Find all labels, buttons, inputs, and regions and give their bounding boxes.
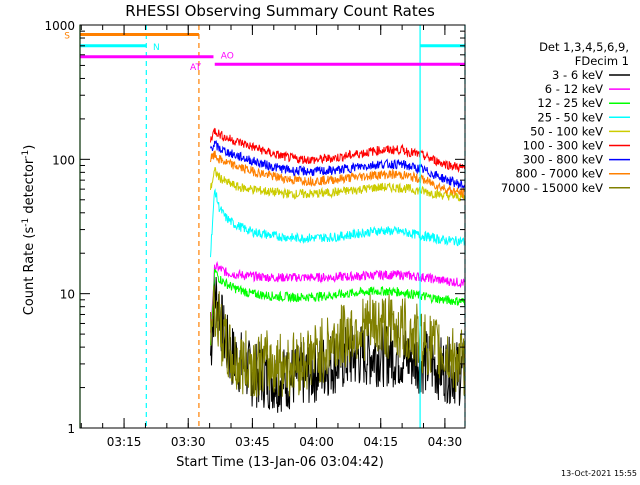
legend-label-0: 3 - 6 keV [552, 68, 603, 82]
series-line-2 [210, 268, 466, 346]
x-tick-label-4: 04:15 [363, 435, 398, 449]
svg-text:Count Rate (s-1 detector-1): Count Rate (s-1 detector-1) [21, 145, 37, 316]
legend-label-7: 800 - 7000 keV [515, 167, 603, 181]
series-line-7 [210, 150, 466, 200]
legend-label-3: 25 - 50 keV [537, 110, 603, 124]
series-line-8 [210, 285, 466, 398]
flag-label-0: S [64, 31, 70, 41]
timestamp: 13-Oct-2021 15:55 [561, 469, 637, 478]
legend-header-2: FDecim 1 [575, 54, 629, 68]
y-label-suffix: ) [22, 145, 37, 150]
x-tick-label-5: 04:30 [428, 435, 463, 449]
x-tick-label-3: 04:00 [299, 435, 334, 449]
chart-title: RHESSI Observing Summary Count Rates [125, 2, 435, 20]
series-line-1 [210, 261, 466, 333]
series-line-4 [210, 166, 466, 202]
y-axis-label: Count Rate (s-1 detector-1) [21, 145, 37, 316]
flag-label-4: AO [221, 51, 234, 61]
x-tick-label-1: 03:30 [171, 435, 206, 449]
y-tick-label-3: 1000 [44, 19, 75, 33]
legend-label-5: 100 - 300 keV [523, 139, 603, 153]
legend-header-1: Det 1,3,4,5,6,9, [539, 40, 629, 54]
y-label-mid: detector [22, 158, 37, 218]
x-axis-label: Start Time (13-Jan-06 03:04:42) [176, 455, 384, 470]
y-label-prefix: Count Rate (s [22, 227, 37, 316]
y-tick-label-1: 10 [60, 288, 75, 302]
legend-label-1: 6 - 12 keV [545, 82, 603, 96]
y-tick-label-2: 100 [52, 153, 75, 167]
legend-label-2: 12 - 25 keV [537, 96, 603, 110]
flag-label-1: N [153, 43, 160, 53]
legend-label-4: 50 - 100 keV [530, 124, 603, 138]
y-label-sup1: -1 [21, 218, 31, 227]
series-line-6 [210, 139, 466, 190]
y-tick-label-0: 1 [67, 422, 75, 436]
flag-label-3: AT [190, 63, 201, 73]
legend-label-8: 7000 - 15000 keV [501, 181, 603, 195]
x-tick-label-0: 03:15 [107, 435, 142, 449]
x-tick-label-2: 03:45 [235, 435, 270, 449]
legend-label-6: 300 - 800 keV [523, 153, 603, 167]
plot-frame [79, 24, 466, 429]
y-label-sup2: -1 [21, 150, 31, 159]
series-line-3 [210, 188, 466, 258]
series-line-5 [210, 127, 466, 173]
